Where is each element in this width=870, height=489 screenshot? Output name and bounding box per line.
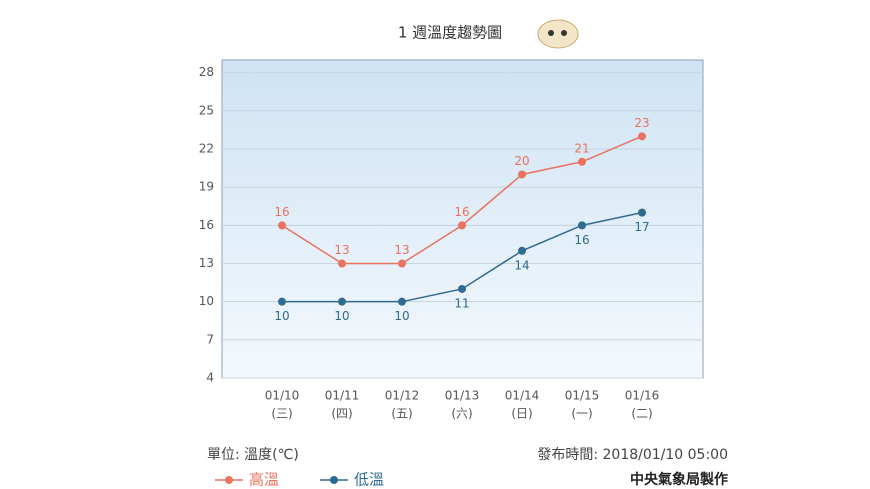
data-label: 16: [574, 233, 589, 247]
data-point: [518, 170, 526, 179]
data-label: 20: [514, 154, 529, 168]
y-tick-label: 16: [199, 218, 214, 232]
legend-label: 低溫: [354, 471, 384, 489]
x-weekday-label: (日): [511, 407, 532, 421]
legend-marker: [330, 476, 338, 484]
data-label: 16: [274, 205, 289, 219]
y-tick-label: 25: [199, 103, 214, 117]
data-label: 14: [514, 258, 529, 272]
x-weekday-label: (二): [631, 407, 652, 421]
data-point: [638, 132, 646, 141]
x-weekday-label: (三): [271, 407, 292, 421]
data-point: [338, 259, 346, 268]
x-tick-label: 01/14: [505, 389, 540, 403]
y-tick-label: 10: [199, 294, 214, 308]
data-point: [638, 208, 646, 217]
data-label: 10: [394, 309, 409, 323]
data-point: [278, 297, 286, 306]
data-label: 17: [634, 220, 649, 234]
x-weekday-label: (六): [451, 407, 472, 421]
x-weekday-label: (一): [571, 407, 592, 421]
credit: 中央氣象局製作: [630, 471, 728, 488]
plot-area: [221, 59, 704, 379]
y-tick-label: 22: [199, 142, 214, 156]
publish-time: 發布時間: 2018/01/10 05:00: [537, 447, 728, 463]
x-weekday-label: (五): [391, 407, 412, 421]
mascot-icon: [537, 19, 579, 49]
x-tick-label: 01/15: [565, 389, 600, 403]
data-point: [578, 221, 586, 230]
data-point: [518, 246, 526, 255]
data-point: [398, 259, 406, 268]
data-point: [458, 221, 466, 230]
legend-label: 高溫: [249, 471, 279, 489]
data-point: [398, 297, 406, 306]
data-point: [578, 157, 586, 166]
y-tick-label: 4: [206, 371, 214, 385]
unit-note: 單位: 溫度(℃): [207, 447, 299, 463]
x-tick-label: 01/11: [325, 389, 360, 403]
data-label: 13: [394, 243, 409, 257]
data-label: 23: [634, 116, 649, 130]
x-weekday-label: (四): [331, 407, 352, 421]
y-tick-label: 13: [199, 256, 214, 270]
x-tick-label: 01/13: [445, 389, 480, 403]
data-label: 16: [454, 205, 469, 219]
data-point: [278, 221, 286, 230]
data-label: 10: [334, 309, 349, 323]
x-tick-label: 01/10: [265, 389, 300, 403]
data-label: 21: [574, 141, 589, 155]
data-point: [458, 284, 466, 293]
x-tick-label: 01/12: [385, 389, 420, 403]
data-label: 13: [334, 243, 349, 257]
chart-title: 1 週溫度趨勢圖: [398, 24, 502, 42]
y-tick-label: 19: [199, 180, 214, 194]
data-label: 11: [454, 296, 469, 310]
y-tick-label: 28: [199, 65, 214, 79]
x-tick-label: 01/16: [625, 389, 660, 403]
data-point: [338, 297, 346, 306]
data-label: 10: [274, 309, 289, 323]
y-tick-label: 7: [206, 332, 214, 346]
legend-marker: [225, 476, 233, 484]
